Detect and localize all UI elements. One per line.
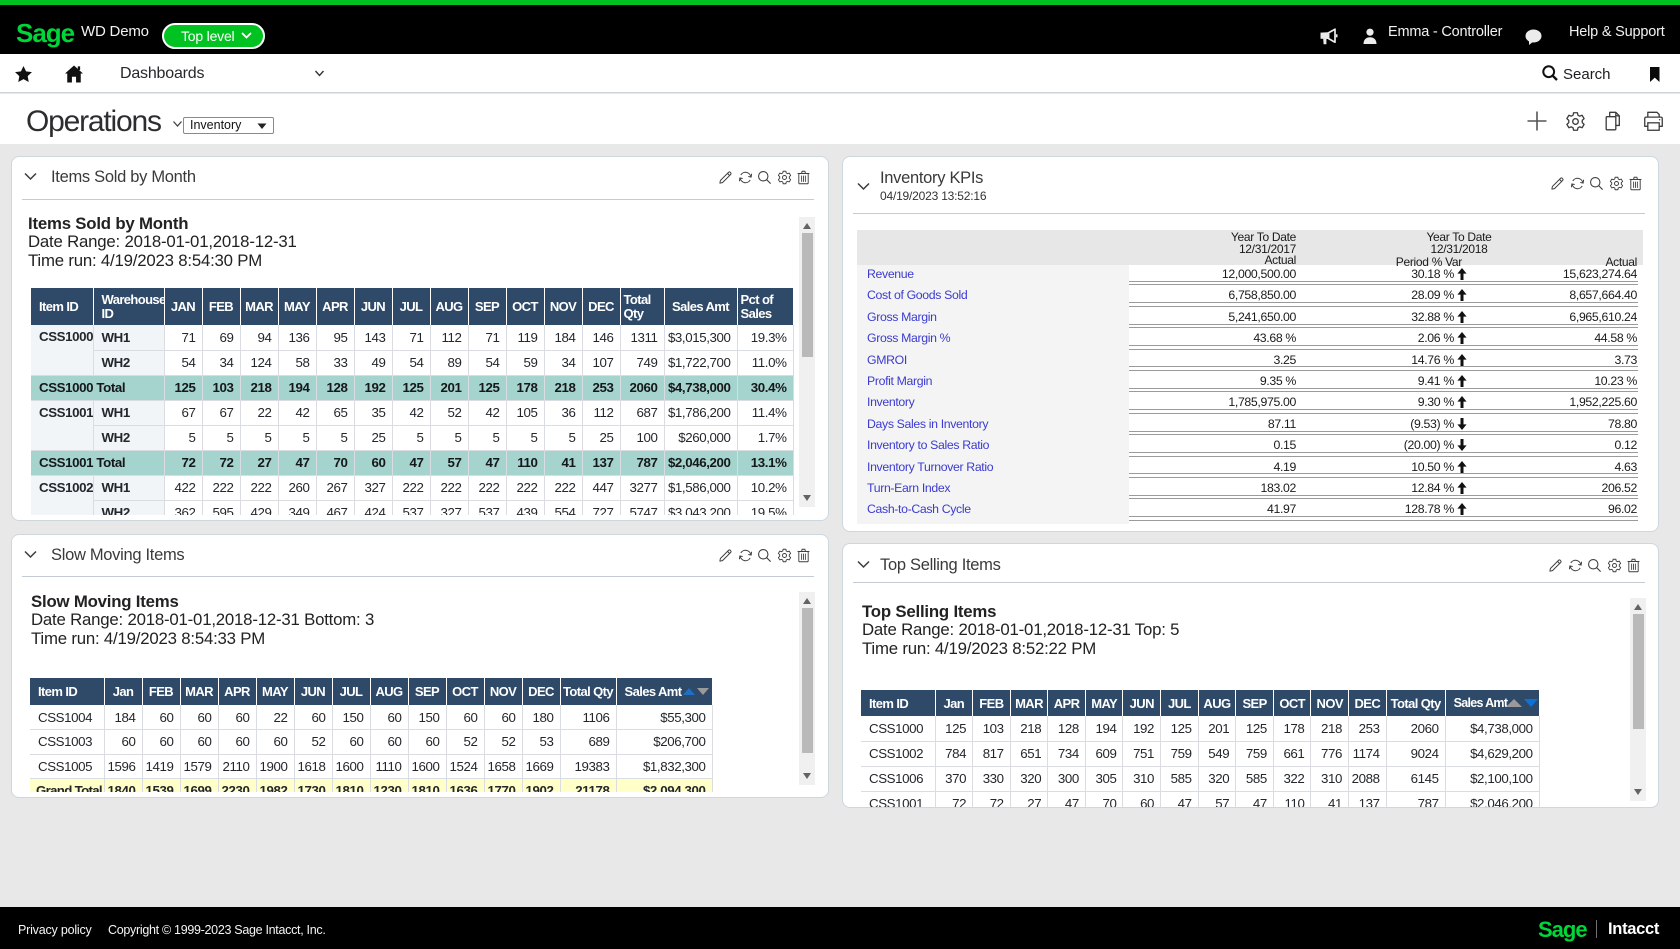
svg-text:Sage: Sage — [1538, 917, 1587, 942]
svg-text:Sage: Sage — [16, 18, 75, 48]
